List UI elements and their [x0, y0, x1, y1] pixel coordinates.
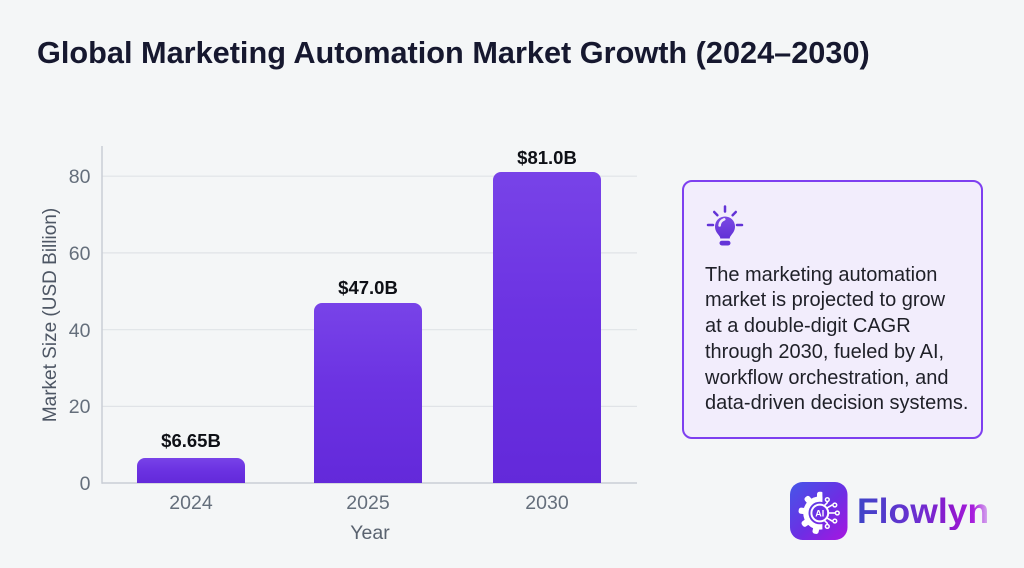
svg-text:AI: AI: [815, 508, 824, 518]
